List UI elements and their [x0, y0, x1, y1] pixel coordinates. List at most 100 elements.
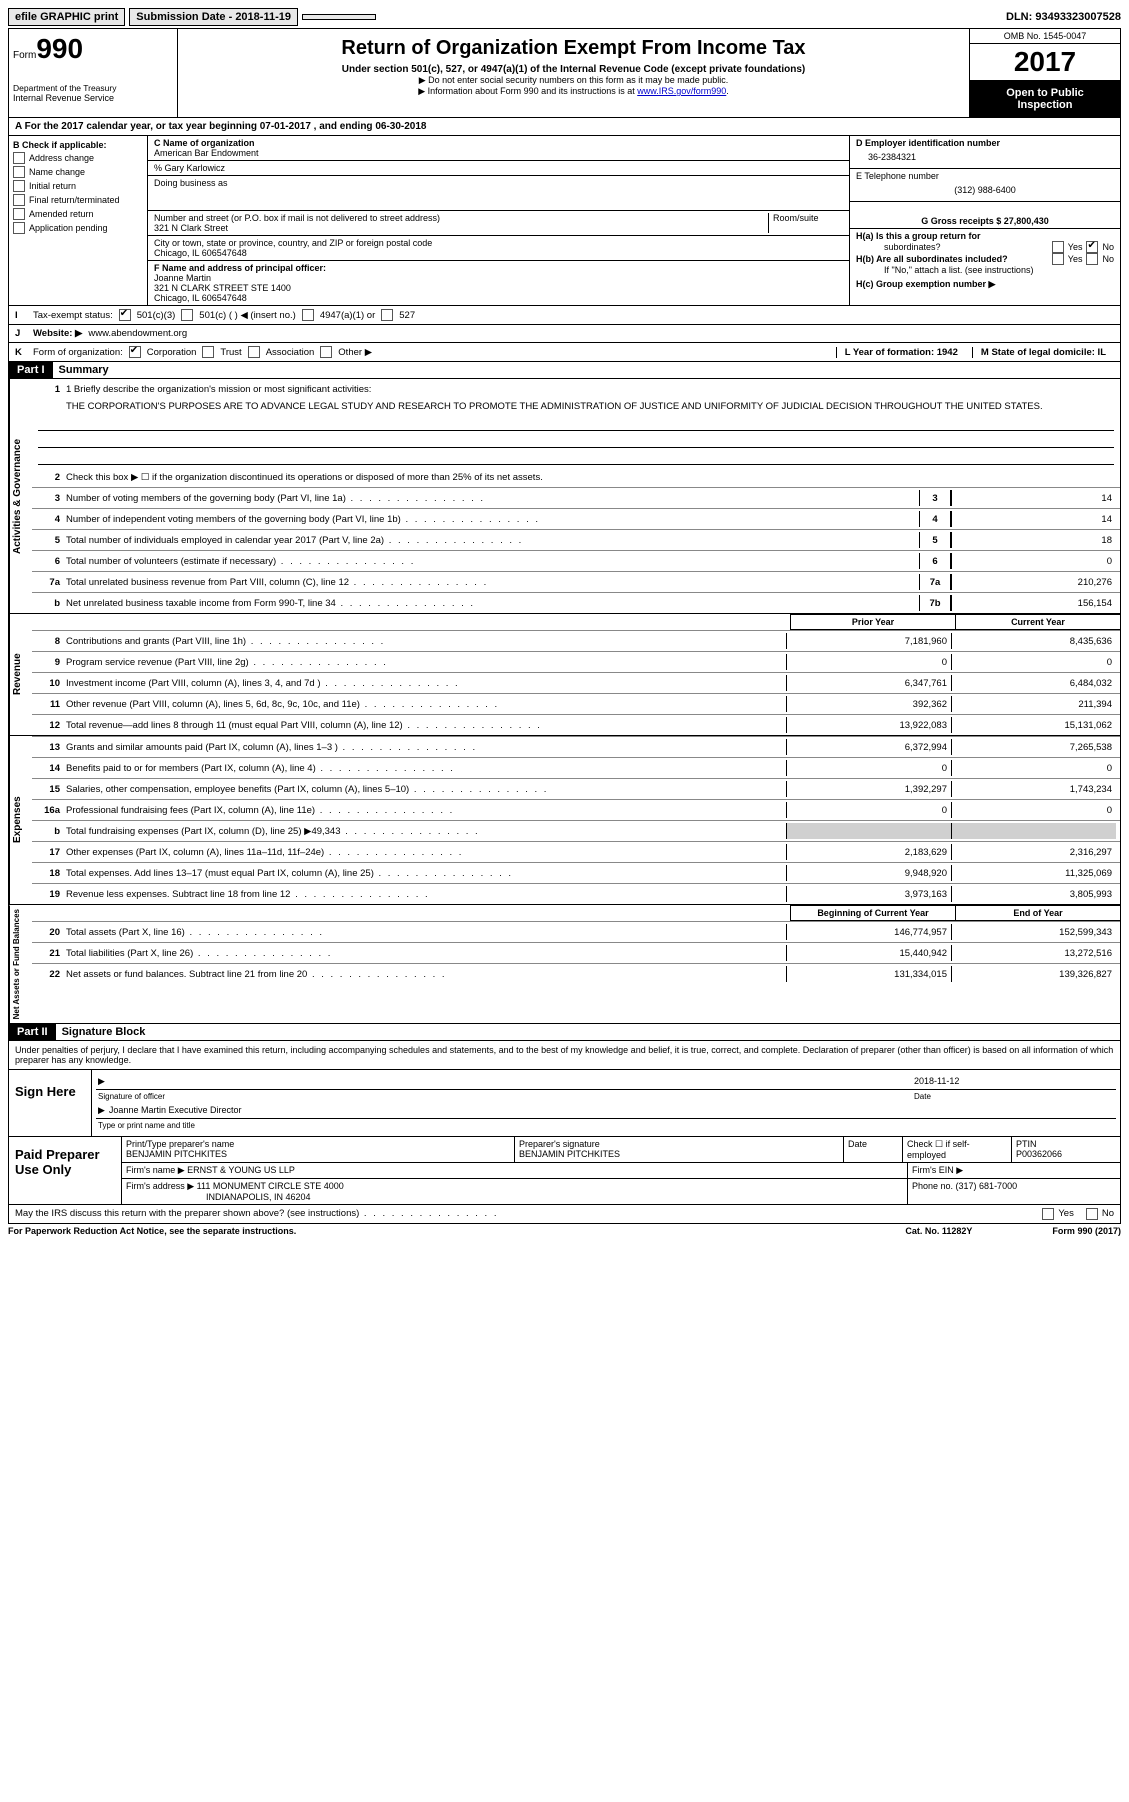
vert-net: Net Assets or Fund Balances: [9, 905, 32, 1023]
blank-button[interactable]: [302, 14, 376, 20]
header-mid: Return of Organization Exempt From Incom…: [178, 29, 969, 117]
table-row: bTotal fundraising expenses (Part IX, co…: [32, 820, 1120, 841]
table-row: bNet unrelated business taxable income f…: [32, 592, 1120, 613]
tax-year: 2017: [970, 44, 1120, 81]
cb-other[interactable]: [320, 346, 332, 358]
part2-badge: Part II: [9, 1024, 56, 1040]
table-row: 12Total revenue—add lines 8 through 11 (…: [32, 714, 1120, 735]
omb-number: OMB No. 1545-0047: [970, 29, 1120, 44]
table-row: 7aTotal unrelated business revenue from …: [32, 571, 1120, 592]
table-row: 17Other expenses (Part IX, column (A), l…: [32, 841, 1120, 862]
table-row: 14Benefits paid to or for members (Part …: [32, 757, 1120, 778]
open-to-public: Open to Public Inspection: [970, 81, 1120, 117]
sign-here-label: Sign Here: [9, 1070, 92, 1136]
cb-4947[interactable]: [302, 309, 314, 321]
cb-name-change[interactable]: [13, 166, 25, 178]
cb-discuss-no[interactable]: [1086, 1208, 1098, 1220]
part1-title: Summary: [53, 364, 109, 376]
header-right: OMB No. 1545-0047 2017 Open to Public In…: [969, 29, 1120, 117]
cb-trust[interactable]: [202, 346, 214, 358]
row-i: I Tax-exempt status: 501(c)(3) 501(c) ( …: [8, 306, 1121, 325]
city-cell: City or town, state or province, country…: [148, 236, 849, 261]
submission-date-button[interactable]: Submission Date - 2018-11-19: [129, 8, 298, 26]
cb-final[interactable]: [13, 194, 25, 206]
cb-initial[interactable]: [13, 180, 25, 192]
efile-button[interactable]: efile GRAPHIC print: [8, 8, 125, 26]
cb-501c[interactable]: [181, 309, 193, 321]
table-row: 21Total liabilities (Part X, line 26)15,…: [32, 942, 1120, 963]
footer-line: For Paperwork Reduction Act Notice, see …: [8, 1224, 1121, 1238]
form-header: Form990 Department of the Treasury Inter…: [8, 28, 1121, 118]
cb-ha-no[interactable]: [1086, 241, 1098, 253]
cb-assoc[interactable]: [248, 346, 260, 358]
dept-treasury: Department of the Treasury: [13, 83, 173, 93]
cb-ha-yes[interactable]: [1052, 241, 1064, 253]
table-row: 4Number of independent voting members of…: [32, 508, 1120, 529]
irs-link[interactable]: www.IRS.gov/form990: [637, 86, 726, 96]
vert-expenses: Expenses: [9, 736, 32, 904]
table-row: 6Total number of volunteers (estimate if…: [32, 550, 1120, 571]
table-row: 19Revenue less expenses. Subtract line 1…: [32, 883, 1120, 904]
col-b: B Check if applicable: Address change Na…: [9, 136, 148, 305]
cb-pending[interactable]: [13, 222, 25, 234]
header-left: Form990 Department of the Treasury Inter…: [9, 29, 178, 117]
cb-amended[interactable]: [13, 208, 25, 220]
h-cell: H(a) Is this a group return for subordin…: [850, 229, 1120, 305]
org-name-cell: C Name of organization American Bar Endo…: [148, 136, 849, 161]
section-a: A For the 2017 calendar year, or tax yea…: [8, 118, 1121, 136]
part1-header-row: Part I Summary: [8, 362, 1121, 379]
discuss-row: May the IRS discuss this return with the…: [8, 1205, 1121, 1224]
table-row: 13Grants and similar amounts paid (Part …: [32, 736, 1120, 757]
part1-badge: Part I: [9, 362, 53, 378]
form-number: Form990: [13, 33, 173, 65]
table-row: 15Salaries, other compensation, employee…: [32, 778, 1120, 799]
form-title: Return of Organization Exempt From Incom…: [186, 37, 961, 60]
gross-cell: G Gross receipts $ 27,800,430: [850, 202, 1120, 229]
top-bar: efile GRAPHIC print Submission Date - 20…: [8, 8, 1121, 26]
activities-governance: Activities & Governance 11 Briefly descr…: [8, 379, 1121, 614]
table-row: 8Contributions and grants (Part VIII, li…: [32, 630, 1120, 651]
declaration-text: Under penalties of perjury, I declare th…: [8, 1041, 1121, 1070]
col-d: D Employer identification number 36-2384…: [849, 136, 1120, 305]
sign-here-block: Sign Here 2018-11-12 Signature of office…: [8, 1070, 1121, 1137]
officer-cell: F Name and address of principal officer:…: [148, 261, 849, 305]
net-assets-section: Net Assets or Fund Balances Beginning of…: [8, 905, 1121, 1024]
col-c: C Name of organization American Bar Endo…: [148, 136, 849, 305]
cb-hb-yes[interactable]: [1052, 253, 1064, 265]
cb-address-change[interactable]: [13, 152, 25, 164]
form-subtitle: Under section 501(c), 527, or 4947(a)(1)…: [186, 64, 961, 75]
table-row: 9Program service revenue (Part VIII, lin…: [32, 651, 1120, 672]
table-row: 22Net assets or fund balances. Subtract …: [32, 963, 1120, 984]
row-k: K Form of organization: Corporation Trus…: [8, 343, 1121, 362]
revenue-section: Revenue Prior Year Current Year 8Contrib…: [8, 614, 1121, 736]
cb-hb-no[interactable]: [1086, 253, 1098, 265]
row-j: J Website: ▶ www.abendowment.org: [8, 325, 1121, 343]
part2-title: Signature Block: [56, 1026, 146, 1038]
b-label: B Check if applicable:: [13, 140, 143, 150]
table-row: 16aProfessional fundraising fees (Part I…: [32, 799, 1120, 820]
cb-corp[interactable]: [129, 346, 141, 358]
dln-label: DLN: 93493323007528: [1006, 11, 1121, 23]
table-row: 11Other revenue (Part VIII, column (A), …: [32, 693, 1120, 714]
section-b-to-h: B Check if applicable: Address change Na…: [8, 136, 1121, 306]
paid-preparer-label: Paid Preparer Use Only: [9, 1137, 122, 1204]
mission-text: THE CORPORATION'S PURPOSES ARE TO ADVANC…: [32, 399, 1120, 414]
dba-cell: Doing business as: [148, 176, 849, 211]
note-ssn: ▶ Do not enter social security numbers o…: [186, 75, 961, 86]
irs-label: Internal Revenue Service: [13, 93, 173, 103]
paid-preparer-block: Paid Preparer Use Only Print/Type prepar…: [8, 1137, 1121, 1205]
ein-cell: D Employer identification number 36-2384…: [850, 136, 1120, 169]
table-row: 5Total number of individuals employed in…: [32, 529, 1120, 550]
table-row: 10Investment income (Part VIII, column (…: [32, 672, 1120, 693]
cb-501c3[interactable]: [119, 309, 131, 321]
care-of-cell: % Gary Karlowicz: [148, 161, 849, 176]
cb-527[interactable]: [381, 309, 393, 321]
tel-cell: E Telephone number (312) 988-6400: [850, 169, 1120, 202]
table-row: 20Total assets (Part X, line 16)146,774,…: [32, 921, 1120, 942]
table-row: 3Number of voting members of the governi…: [32, 487, 1120, 508]
address-cell: Number and street (or P.O. box if mail i…: [148, 211, 849, 236]
vert-activities: Activities & Governance: [9, 379, 32, 613]
cb-discuss-yes[interactable]: [1042, 1208, 1054, 1220]
expenses-section: Expenses 13Grants and similar amounts pa…: [8, 736, 1121, 905]
note-info: ▶ Information about Form 990 and its ins…: [186, 86, 961, 97]
